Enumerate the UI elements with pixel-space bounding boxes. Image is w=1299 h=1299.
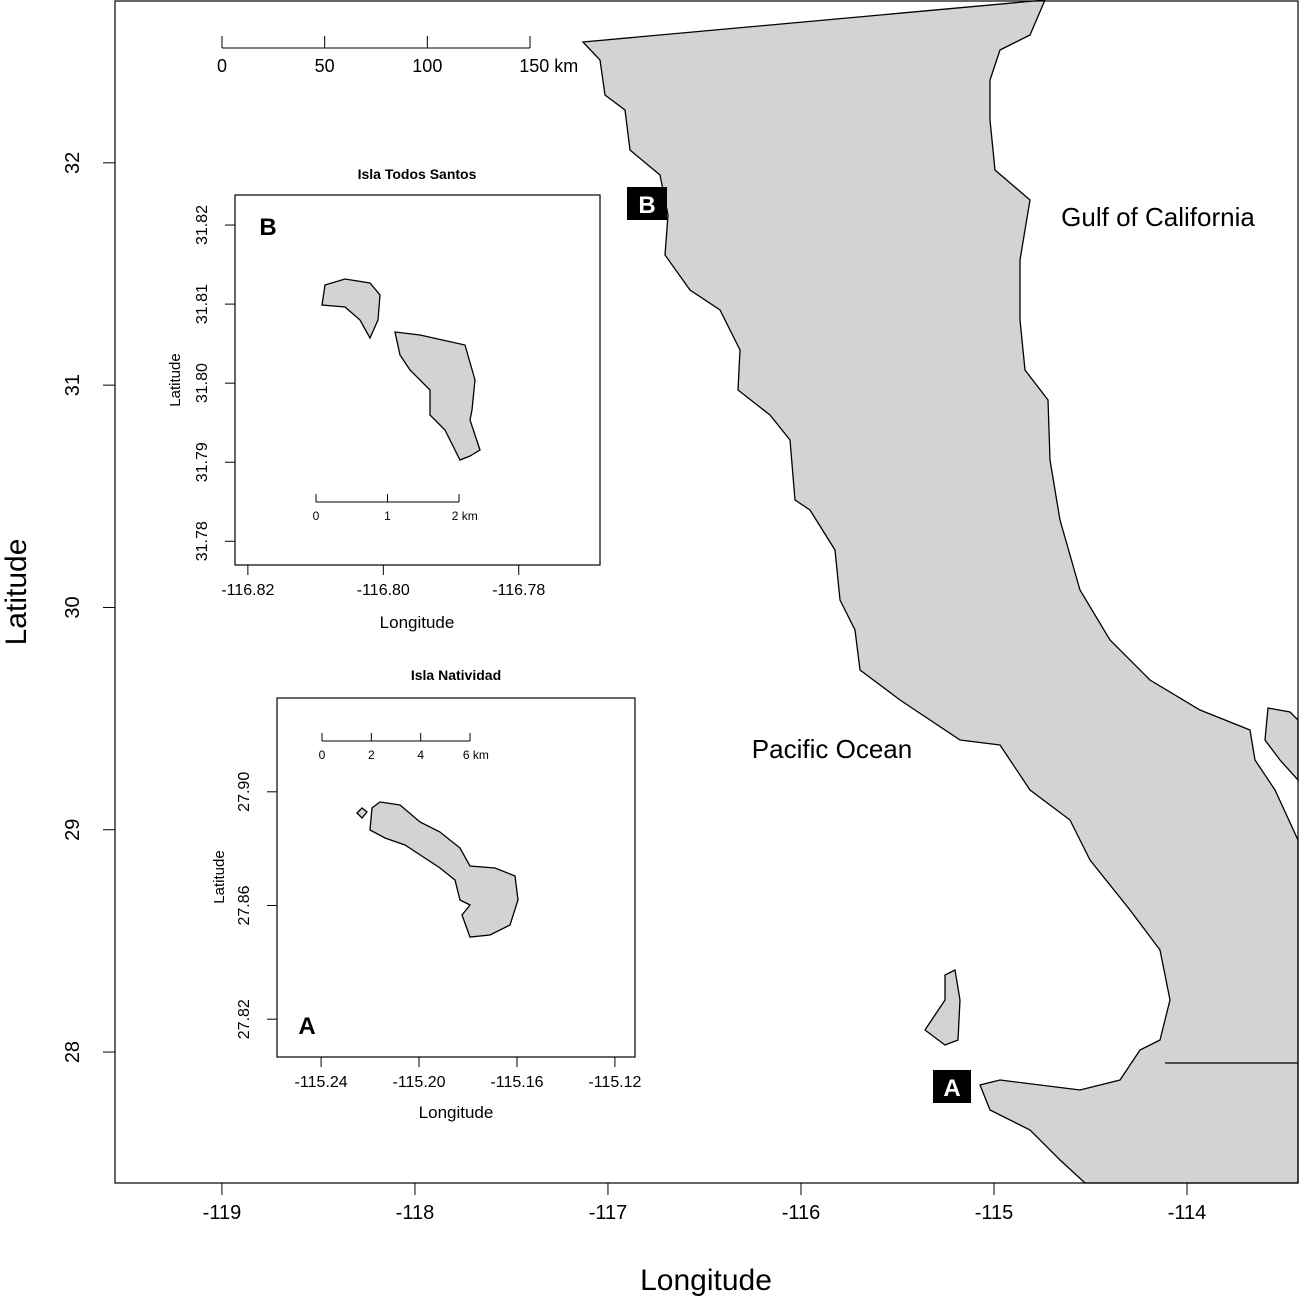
panel-label: A [298,1013,315,1040]
y-tick-label: 31.79 [194,442,211,482]
inset-title: Isla Natividad [411,667,501,683]
region-label: Gulf of California [1061,202,1255,232]
x-tick-label: -115.20 [392,1074,445,1091]
y-axis-label: Latitude [211,850,228,903]
scale-label: 0 [319,748,326,762]
y-tick-label: 27.82 [236,999,253,1039]
x-tick-label: -116.82 [221,582,274,599]
scale-label: 50 [315,56,335,76]
scale-label: 0 [217,56,227,76]
site-marker [933,1070,971,1103]
scale-label: 2 km [452,509,478,523]
y-tick-label: 31.78 [194,521,211,561]
y-tick-label: 31.82 [194,205,211,245]
main-frame [114,0,1299,1184]
inset-title: Isla Todos Santos [358,166,477,182]
x-tick-label: -115.24 [295,1074,348,1091]
scale-label: 150 km [519,56,578,76]
scale-label: 100 [412,56,442,76]
site-label: A [943,1075,960,1102]
y-tick-label: 31.80 [194,363,211,403]
mainland [1264,707,1299,782]
y-tick-label: 31.81 [194,284,211,324]
y-axis-label: Latitude [167,353,184,406]
scale-label: 2 [368,748,375,762]
inset-frame [276,697,636,1058]
x-tick-label: -118 [396,1202,435,1224]
x-tick-label: -115.12 [588,1074,641,1091]
island [356,801,519,938]
region-label: Pacific Ocean [752,734,912,764]
x-axis-label: Longitude [419,1103,494,1122]
y-tick-label: 27.86 [236,885,253,925]
x-axis-label: Longitude [380,613,455,632]
y-tick-label: 29 [62,819,84,841]
panel-label: B [259,214,276,241]
y-tick-label: 31 [62,374,84,396]
x-tick-label: -115 [975,1202,1014,1224]
peninsula [581,0,1299,1184]
scale-label: 4 [417,748,424,762]
island [321,278,381,340]
y-axis-label: Latitude [0,539,33,646]
scale-label: 6 km [463,748,489,762]
scale-label: 1 [384,509,391,523]
x-tick-label: -115.16 [490,1074,543,1091]
x-axis-label: Longitude [640,1264,772,1297]
x-tick-label: -116 [782,1202,821,1224]
x-tick-label: -119 [203,1202,242,1224]
y-tick-label: 32 [62,152,84,174]
scale-label: 0 [313,509,320,523]
x-tick-label: -117 [589,1202,628,1224]
site-marker [627,187,667,220]
x-tick-label: -116.78 [492,582,545,599]
y-tick-label: 30 [62,596,84,618]
island [924,969,961,1046]
x-tick-label: -116.80 [357,582,410,599]
y-tick-label: 28 [62,1041,84,1063]
island [394,331,481,461]
inset-frame [234,194,601,566]
x-tick-label: -114 [1168,1202,1207,1224]
y-tick-label: 27.90 [236,772,253,812]
site-label: B [638,192,655,219]
